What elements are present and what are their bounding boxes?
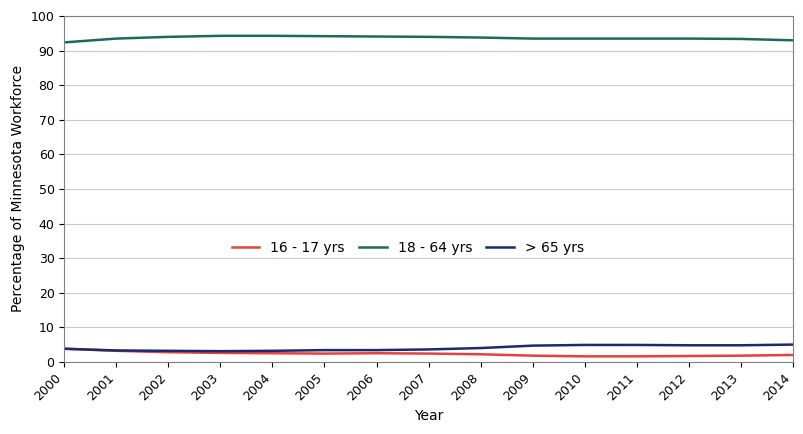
16 - 17 yrs — [59, 346, 69, 352]
18 - 64 yrs — [423, 34, 433, 39]
> 65 yrs — [163, 348, 173, 353]
Line: > 65 yrs: > 65 yrs — [64, 345, 792, 351]
18 - 64 yrs — [787, 38, 797, 43]
16 - 17 yrs — [423, 351, 433, 356]
16 - 17 yrs — [215, 350, 225, 355]
18 - 64 yrs — [475, 35, 485, 40]
> 65 yrs — [631, 342, 641, 348]
16 - 17 yrs — [683, 353, 693, 358]
18 - 64 yrs — [163, 34, 173, 39]
18 - 64 yrs — [683, 36, 693, 41]
16 - 17 yrs — [163, 350, 173, 355]
18 - 64 yrs — [631, 36, 641, 41]
> 65 yrs — [423, 347, 433, 352]
16 - 17 yrs — [371, 351, 381, 356]
> 65 yrs — [475, 345, 485, 351]
18 - 64 yrs — [735, 36, 744, 42]
> 65 yrs — [735, 343, 744, 348]
16 - 17 yrs — [112, 348, 121, 353]
18 - 64 yrs — [267, 33, 277, 39]
16 - 17 yrs — [631, 354, 641, 359]
18 - 64 yrs — [59, 40, 69, 45]
X-axis label: Year: Year — [414, 409, 442, 423]
> 65 yrs — [215, 349, 225, 354]
> 65 yrs — [371, 348, 381, 353]
16 - 17 yrs — [787, 352, 797, 358]
Legend: 16 - 17 yrs, 18 - 64 yrs, > 65 yrs: 16 - 17 yrs, 18 - 64 yrs, > 65 yrs — [231, 241, 583, 255]
18 - 64 yrs — [371, 34, 381, 39]
16 - 17 yrs — [579, 354, 589, 359]
> 65 yrs — [267, 348, 277, 353]
16 - 17 yrs — [320, 351, 329, 356]
16 - 17 yrs — [267, 351, 277, 356]
18 - 64 yrs — [215, 33, 225, 39]
Y-axis label: Percentage of Minnesota Workforce: Percentage of Minnesota Workforce — [11, 66, 25, 312]
> 65 yrs — [579, 342, 589, 348]
Line: 16 - 17 yrs: 16 - 17 yrs — [64, 349, 792, 356]
> 65 yrs — [59, 346, 69, 352]
18 - 64 yrs — [320, 33, 329, 39]
Line: 18 - 64 yrs: 18 - 64 yrs — [64, 36, 792, 43]
18 - 64 yrs — [528, 36, 537, 41]
> 65 yrs — [528, 343, 537, 348]
> 65 yrs — [112, 348, 121, 353]
18 - 64 yrs — [579, 36, 589, 41]
18 - 64 yrs — [112, 36, 121, 41]
> 65 yrs — [787, 342, 797, 347]
16 - 17 yrs — [528, 353, 537, 358]
> 65 yrs — [683, 343, 693, 348]
16 - 17 yrs — [475, 352, 485, 357]
16 - 17 yrs — [735, 353, 744, 358]
> 65 yrs — [320, 348, 329, 353]
